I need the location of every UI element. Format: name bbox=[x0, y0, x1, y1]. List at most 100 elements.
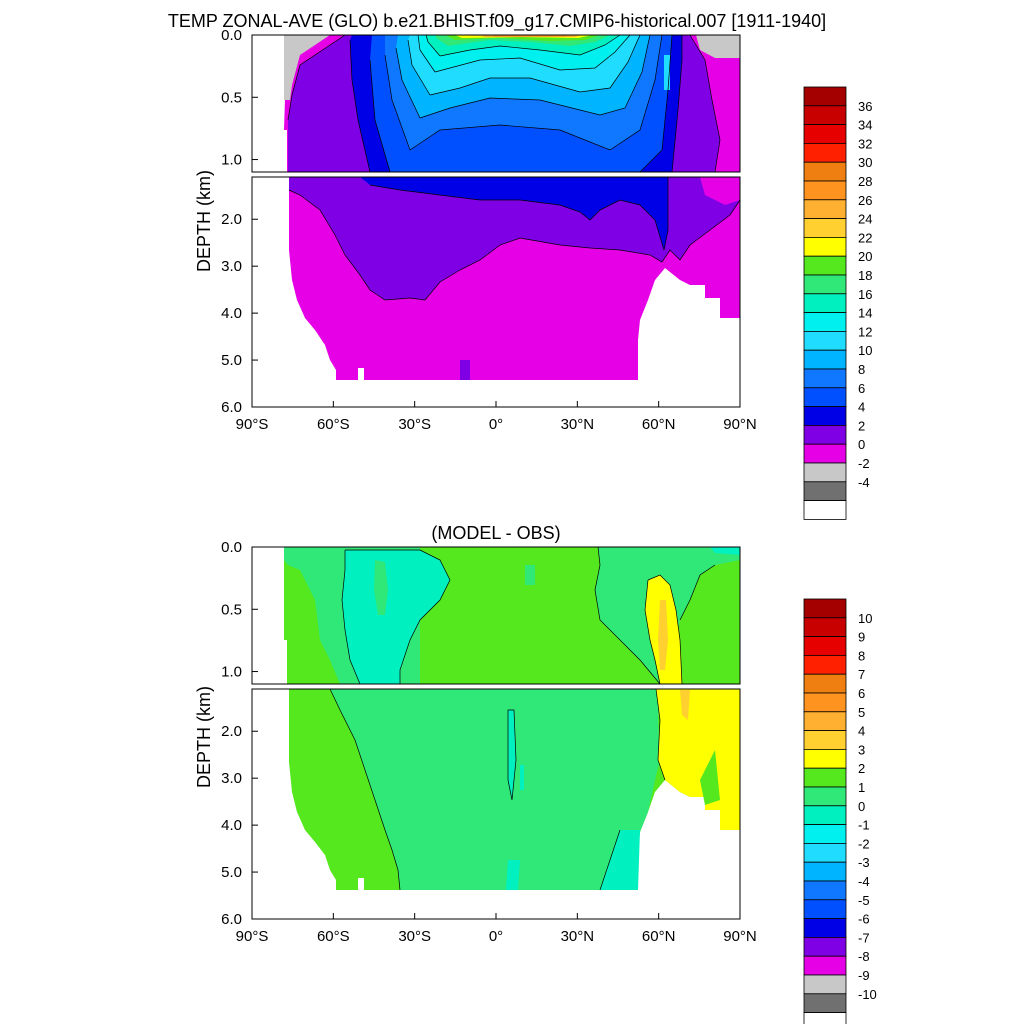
panel-2-colorbar-label: 2 bbox=[858, 761, 865, 776]
panel-2-ytick-label: 2.0 bbox=[221, 723, 242, 740]
panel-1-colorbar-label: 2 bbox=[858, 418, 865, 433]
panel-2-xtick-label: 30°N bbox=[561, 928, 595, 945]
panel-2-ytick-label: 3.0 bbox=[221, 770, 242, 787]
panel-1-colorbar-box bbox=[803, 218, 847, 238]
panel-1-colorbar-label: 10 bbox=[858, 343, 872, 358]
panel-1-axes: 90°S 60°S 30°S 0° 30°N 60°N 90°N 0.0 0.5 1.0 2.0 3.… bbox=[221, 27, 757, 433]
panel-1-ytick-label: 5.0 bbox=[221, 352, 242, 369]
panel-1-colorbar-label: 24 bbox=[858, 212, 872, 227]
panel-2-colorbar-label: 6 bbox=[858, 686, 865, 701]
panel-2-colorbar-label: -9 bbox=[858, 968, 870, 983]
panel-1-colorbar-label: 8 bbox=[858, 362, 865, 377]
panel-1-upper-frame bbox=[251, 34, 741, 173]
panel-1-colorbar-label: -2 bbox=[858, 456, 870, 471]
panel-1-xtick-label: 90°N bbox=[723, 416, 757, 433]
panel-1-ytick-label: 0.0 bbox=[221, 27, 242, 44]
panel-1-colorbar-box bbox=[803, 387, 847, 407]
panel-2-xtick-label: 30°S bbox=[398, 928, 431, 945]
panel-2-xtick-label: 60°N bbox=[642, 928, 676, 945]
panel-1-colorbar-label: 0 bbox=[858, 437, 865, 452]
panel-2-colorbar-box bbox=[803, 692, 847, 713]
panel-2-colorbar-label: -5 bbox=[858, 893, 870, 908]
panel-2-xtick-label: 60°S bbox=[317, 928, 350, 945]
panel-2-colorbar-label: -1 bbox=[858, 818, 870, 833]
panel-1-colorbar-label: 36 bbox=[858, 99, 872, 114]
panel-1-ice-south bbox=[284, 35, 330, 100]
panel-2-colorbar-label: 3 bbox=[858, 742, 865, 757]
panel-1-colorbar-label: 12 bbox=[858, 324, 872, 339]
panel-2-colorbar-box bbox=[803, 749, 847, 769]
panel-1-colorbar-label: 4 bbox=[858, 400, 865, 415]
panel-2-colorbar-label: 0 bbox=[858, 799, 865, 814]
panel-2-colorbar-box bbox=[803, 1012, 847, 1024]
panel-2-colorbar-box bbox=[803, 786, 847, 807]
panel-1-colorbar-box bbox=[803, 142, 847, 163]
panel-2-colorbar-box bbox=[803, 861, 847, 882]
panel-2-colorbar-box bbox=[803, 711, 847, 731]
panel-1-colorbar-box bbox=[803, 255, 847, 276]
panel-1-colorbar-box bbox=[803, 86, 847, 107]
panel-1-ytick-label: 3.0 bbox=[221, 258, 242, 275]
panel-2-upper-field bbox=[252, 546, 740, 685]
panel-1-colorbar-label: 14 bbox=[858, 306, 872, 321]
panel-2-colorbar-box bbox=[803, 974, 847, 995]
panel-2-colorbar-label: 7 bbox=[858, 667, 865, 682]
panel-1-colorbar-box bbox=[803, 368, 847, 389]
panel-2-colorbar-box bbox=[803, 617, 847, 637]
panel-2-colorbar-label: -6 bbox=[858, 912, 870, 927]
panel-2-ytick-label: 5.0 bbox=[221, 864, 242, 881]
panel-2-colorbar-label: -8 bbox=[858, 949, 870, 964]
panel-temperature: TEMP ZONAL-AVE (GLO) b.e21.BHIST.f09_g17… bbox=[168, 11, 872, 520]
panel-1-colorbar-box bbox=[803, 274, 847, 295]
panel-1-colorbar-box bbox=[803, 180, 847, 201]
panel-1-ytick-label: 0.5 bbox=[221, 89, 242, 106]
panel-1-colorbar-box bbox=[803, 105, 847, 126]
panel-1-colorbar-label: -4 bbox=[858, 475, 870, 490]
panel-2-ytick-label: 0.5 bbox=[221, 601, 242, 618]
panel-1-colorbar-label: 26 bbox=[858, 193, 872, 208]
panel-2-axes: 90°S 60°S 30°S 0° 30°N 60°N 90°N 0.0 0.5 1.0 2.0 3.… bbox=[221, 539, 757, 945]
panel-2-colorbar-label: -7 bbox=[858, 930, 870, 945]
panel-2-colorbar-box bbox=[803, 843, 847, 863]
panel-2-colorbar-box bbox=[803, 636, 847, 656]
panel-1-colorbar-box bbox=[803, 199, 847, 220]
panel-2-colorbar-box bbox=[803, 730, 847, 750]
panel-2-colorbar-label: 8 bbox=[858, 648, 865, 663]
panel-2-ytick-label: 6.0 bbox=[221, 911, 242, 928]
panel-1-xtick-label: 60°S bbox=[317, 416, 350, 433]
panel-2-colorbar-box bbox=[803, 880, 847, 901]
panel-2-ytick-label: 4.0 bbox=[221, 817, 242, 834]
panel-1-ylabel: DEPTH (km) bbox=[194, 170, 214, 272]
panel-2-colorbar-label: -10 bbox=[858, 987, 877, 1002]
panel-1-colorbar-box bbox=[803, 406, 847, 426]
panel-2-colorbar-box bbox=[803, 767, 847, 788]
panel-2-colorbar-label: -2 bbox=[858, 836, 870, 851]
panel-2-colorbar-label: 9 bbox=[858, 630, 865, 645]
panel-2-xtick-label: 90°S bbox=[236, 928, 269, 945]
panel-1-colorbar-label: 22 bbox=[858, 230, 872, 245]
panel-1-colorbar-box bbox=[803, 500, 847, 520]
panel-1-colorbar-box bbox=[803, 312, 847, 332]
panel-1-title: TEMP ZONAL-AVE (GLO) b.e21.BHIST.f09_g17… bbox=[168, 11, 826, 32]
panel-2-colorbar-box bbox=[803, 673, 847, 694]
panel-2-colorbar-box bbox=[803, 655, 847, 675]
panel-1-colorbar-label: 28 bbox=[858, 174, 872, 189]
panel-1-xtick-label: 30°N bbox=[561, 416, 595, 433]
panel-1-colorbar-box bbox=[803, 124, 847, 144]
panel-1-colorbar-label: 18 bbox=[858, 268, 872, 283]
panel-1-ytick-label: 2.0 bbox=[221, 211, 242, 228]
panel-2-title: (MODEL - OBS) bbox=[431, 523, 560, 543]
panel-2-colorbar-box bbox=[803, 993, 847, 1013]
panel-2-colorbar-box bbox=[803, 955, 847, 976]
panel-1-colorbar-label: 30 bbox=[858, 155, 872, 170]
panel-2-colorbar-label: -3 bbox=[858, 855, 870, 870]
panel-2-colorbar-label: 5 bbox=[858, 705, 865, 720]
panel-2-ylabel: DEPTH (km) bbox=[194, 686, 214, 788]
panel-2-xtick-label: 0° bbox=[489, 928, 503, 945]
panel-2-upper-frame bbox=[251, 546, 741, 685]
panel-model-minus-obs: (MODEL - OBS) bbox=[194, 523, 877, 1024]
panel-1-xtick-label: 90°S bbox=[236, 416, 269, 433]
panel-2-colorbar-label: 4 bbox=[858, 724, 865, 739]
